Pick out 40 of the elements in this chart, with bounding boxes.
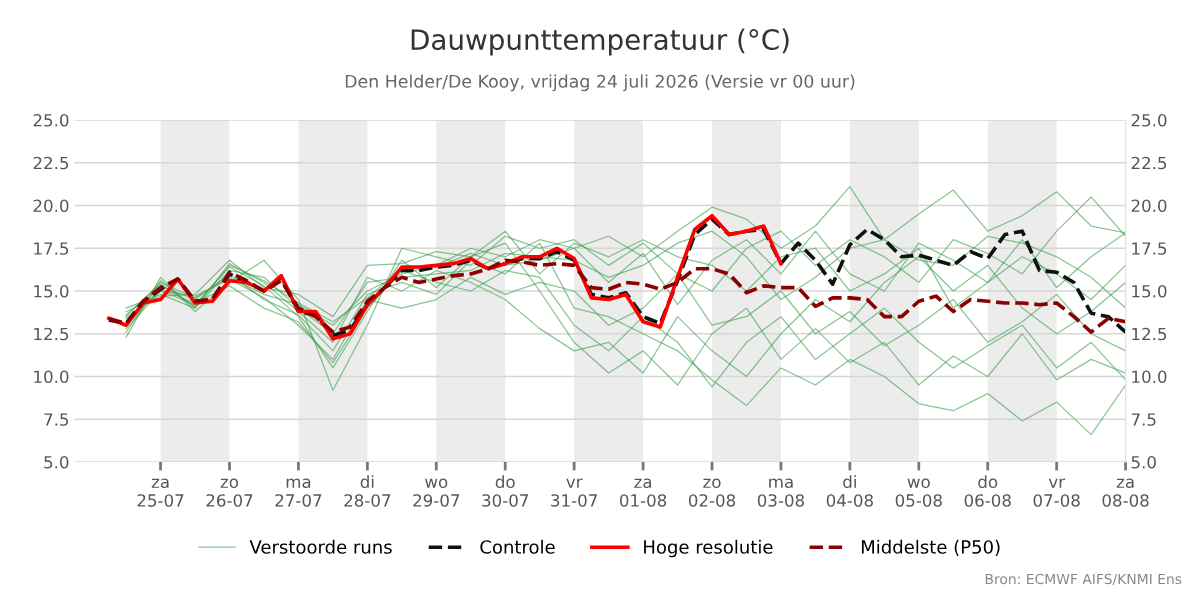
y2-tick-label: 20.0 <box>1131 199 1167 213</box>
x-tick-label: ma 03-08 <box>757 478 805 507</box>
x-tick-label: za 08-08 <box>1102 478 1149 507</box>
y-tick-label: 7.5 <box>44 413 69 426</box>
x-tick-label: vr 31-07 <box>551 478 597 507</box>
legend-label: Controle <box>480 539 555 554</box>
y-tick-label: 12.5 <box>34 327 69 341</box>
x-tick-label: wo 29-07 <box>413 478 460 507</box>
x-tick-label: wo 05-08 <box>895 478 942 507</box>
y2-tick-label: 7.5 <box>1131 413 1156 426</box>
y2-tick-label: 10.0 <box>1132 370 1167 384</box>
x-tick-label: za 01-08 <box>619 478 667 507</box>
x-tick-label: zo 02-08 <box>688 478 736 507</box>
y-tick-label: 15.0 <box>34 284 69 298</box>
chart-title: Dauwpunttemperatuur (°C) <box>411 28 789 56</box>
x-tick-label: di 04-08 <box>826 475 873 507</box>
y2-tick-label: 5.0 <box>1131 455 1156 469</box>
text: Bron: ECMWF AIFS/KNMI Ens <box>985 573 1182 586</box>
y2-tick-label: 22.5 <box>1131 156 1167 170</box>
y-tick-label: 17.5 <box>34 242 69 255</box>
y-tick-label: 5.0 <box>44 455 69 469</box>
x-tick-label: za 25-07 <box>137 478 184 507</box>
y-tick-label: 10.0 <box>34 370 69 384</box>
y2-tick-label: 12.5 <box>1132 327 1167 341</box>
legend-label: Middelste (P50) <box>861 539 1000 556</box>
x-tick-label: do 30-07 <box>482 475 529 507</box>
y-tick-label: 25.0 <box>33 113 69 127</box>
x-tick-label: do 06-08 <box>964 475 1011 507</box>
x-tick-label: ma 27-07 <box>275 478 322 507</box>
x-tick-label: zo 26-07 <box>206 478 253 507</box>
chart-subtitle: Den Helder/De Kooy, vrijdag 24 juli 2026 (Versie vr 00 uur) <box>345 74 855 92</box>
y-tick-label: 22.5 <box>33 156 69 170</box>
x-tick-label: vr 07-08 <box>1033 478 1080 507</box>
y-tick-label: 20.0 <box>33 199 69 213</box>
y2-tick-label: 15.0 <box>1132 284 1167 298</box>
x-tick-label: di 28-07 <box>344 475 391 507</box>
y2-tick-label: 25.0 <box>1131 113 1167 127</box>
y2-tick-label: 17.5 <box>1132 242 1167 255</box>
legend-label: Verstoorde runs <box>249 539 392 554</box>
legend-label: Hoge resolutie <box>644 539 773 558</box>
